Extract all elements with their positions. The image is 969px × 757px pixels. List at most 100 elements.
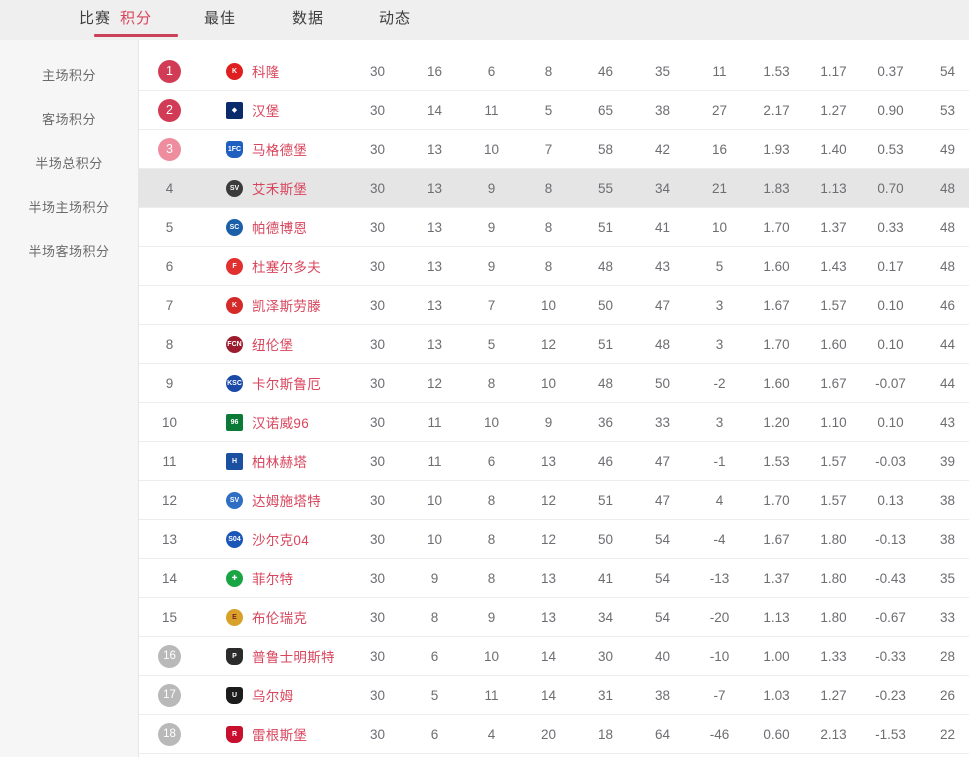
cell-gfavg: 0.60	[748, 714, 805, 754]
cell-loss: 14	[520, 675, 577, 715]
cell-loss: 13	[520, 597, 577, 637]
cell-gaavg: 1.57	[805, 441, 862, 481]
team-cell[interactable]: SV 达姆施塔特	[200, 480, 349, 520]
cell-win: 9	[406, 558, 463, 598]
cell-gdavg: -0.43	[862, 558, 919, 598]
cell-gd: -2	[691, 363, 748, 403]
rank-cell: 4	[139, 168, 200, 208]
cell-win: 13	[406, 324, 463, 364]
cell-points: 44	[919, 324, 969, 364]
team-cell[interactable]: KSC 卡尔斯鲁厄	[200, 363, 349, 403]
table-row[interactable]: 18 R 雷根斯堡 30 6 4 20 18 64 -46 0.60 2.13 -1.53 22	[139, 714, 969, 754]
cell-loss: 12	[520, 480, 577, 520]
cell-gdavg: 0.70	[862, 168, 919, 208]
tab-1[interactable]: 比赛	[60, 0, 130, 40]
team-cell[interactable]: S04 沙尔克04	[200, 519, 349, 559]
sidebar-item-4[interactable]: 半场主场积分	[0, 184, 138, 228]
sidebar-item-label: 主场积分	[41, 67, 96, 83]
team-cell[interactable]: SV 艾禾斯堡	[200, 168, 349, 208]
table-row[interactable]: 6 F 杜塞尔多夫 30 13 9 8 48 43 5 1.60 1.43 0.17 48	[139, 246, 969, 286]
table-row[interactable]: 7 K 凯泽斯劳滕 30 13 7 10 50 47 3 1.67 1.57 0.10 46	[139, 285, 969, 325]
team-cell[interactable]: P 普鲁士明斯特	[200, 636, 349, 676]
team-name: 沙尔克04	[252, 533, 310, 548]
cell-gdavg: -0.33	[862, 636, 919, 676]
team-cell[interactable]: ◆ 汉堡	[200, 90, 349, 130]
cell-draw: 10	[463, 402, 520, 442]
table-row[interactable]: 8 FCN 纽伦堡 30 13 5 12 51 48 3 1.70 1.60 0.10 44	[139, 324, 969, 364]
cell-gd: 3	[691, 285, 748, 325]
table-row[interactable]: 13 S04 沙尔克04 30 10 8 12 50 54 -4 1.67 1.80 -0.13 38	[139, 519, 969, 559]
team-cell[interactable]: F 杜塞尔多夫	[200, 246, 349, 286]
sidebar-item-3[interactable]: 半场总积分	[0, 140, 138, 184]
team-cell[interactable]: 1FC 马格德堡	[200, 129, 349, 169]
table-row[interactable]: 5 SC 帕德博恩 30 13 9 8 51 41 10 1.70 1.37 0.33 48	[139, 207, 969, 247]
cell-draw: 9	[463, 207, 520, 247]
team-cell[interactable]: K 凯泽斯劳滕	[200, 285, 349, 325]
team-cell[interactable]: 96 汉诺威96	[200, 402, 349, 442]
cell-points: 54	[919, 52, 969, 91]
cell-gdavg: 0.17	[862, 246, 919, 286]
team-cell[interactable]: E 布伦瑞克	[200, 597, 349, 637]
cell-loss: 8	[520, 168, 577, 208]
team-crest-icon: 96	[226, 413, 243, 431]
tab-4[interactable]: 数据	[268, 0, 348, 40]
cell-loss: 8	[520, 52, 577, 91]
table-row[interactable]: 15 E 布伦瑞克 30 8 9 13 34 54 -20 1.13 1.80 -0.67 33	[139, 597, 969, 637]
table-row[interactable]: 14 ✚ 菲尔特 30 9 8 13 41 54 -13 1.37 1.80 -0.43 35	[139, 558, 969, 598]
cell-points: 38	[919, 480, 969, 520]
rank-cell: 15	[139, 597, 200, 637]
team-crest-icon: ◆	[226, 101, 243, 119]
table-row[interactable]: 2 ◆ 汉堡 30 14 11 5 65 38 27 2.17 1.27 0.90 53	[139, 90, 969, 130]
cell-win: 13	[406, 207, 463, 247]
team-cell[interactable]: K 科隆	[200, 52, 349, 91]
cell-gaavg: 1.57	[805, 480, 862, 520]
sidebar-item-1[interactable]: 主场积分	[0, 52, 138, 96]
table-row[interactable]: 9 KSC 卡尔斯鲁厄 30 12 8 10 48 50 -2 1.60 1.67 -0.07 44	[139, 363, 969, 403]
cell-gfavg: 1.70	[748, 207, 805, 247]
tab-5[interactable]: 动态	[355, 0, 435, 40]
sidebar-item-2[interactable]: 客场积分	[0, 96, 138, 140]
cell-gf: 50	[577, 519, 634, 559]
tab-3[interactable]: 最佳	[180, 0, 260, 40]
cell-points: 39	[919, 441, 969, 481]
table-row[interactable]: 16 P 普鲁士明斯特 30 6 10 14 30 40 -10 1.00 1.33 -0.33 28	[139, 636, 969, 676]
cell-gfavg: 1.53	[748, 441, 805, 481]
rank-cell: 3	[139, 129, 200, 169]
cell-ga: 47	[634, 441, 691, 481]
rank-cell: 8	[139, 324, 200, 364]
cell-gd: 27	[691, 90, 748, 130]
cell-gfavg: 1.13	[748, 597, 805, 637]
cell-played: 30	[349, 363, 406, 403]
rank-cell: 13	[139, 519, 200, 559]
table-row[interactable]: 1 K 科隆 30 16 6 8 46 35 11 1.53 1.17 0.37 54	[139, 52, 969, 91]
table-row[interactable]: 11 H 柏林赫塔 30 11 6 13 46 47 -1 1.53 1.57 -0.03 39	[139, 441, 969, 481]
table-row[interactable]: 4 SV 艾禾斯堡 30 13 9 8 55 34 21 1.83 1.13 0.70 48	[139, 168, 969, 208]
team-cell[interactable]: R 雷根斯堡	[200, 714, 349, 754]
tab-2[interactable]: 积分	[94, 0, 178, 40]
cell-gd: 5	[691, 246, 748, 286]
cell-played: 30	[349, 246, 406, 286]
cell-gaavg: 1.80	[805, 558, 862, 598]
cell-gdavg: -0.23	[862, 675, 919, 715]
cell-loss: 13	[520, 441, 577, 481]
team-cell[interactable]: SC 帕德博恩	[200, 207, 349, 247]
top-tab-bar: 比赛 积分 最佳 数据 动态	[0, 0, 969, 40]
team-cell[interactable]: U 乌尔姆	[200, 675, 349, 715]
team-name: 艾禾斯堡	[252, 182, 308, 197]
cell-win: 10	[406, 480, 463, 520]
table-row[interactable]: 10 96 汉诺威96 30 11 10 9 36 33 3 1.20 1.10 0.10 43	[139, 402, 969, 442]
cell-draw: 9	[463, 246, 520, 286]
table-row[interactable]: 3 1FC 马格德堡 30 13 10 7 58 42 16 1.93 1.40 0.53 49	[139, 129, 969, 169]
rank-cell: 1	[139, 52, 200, 91]
cell-win: 6	[406, 714, 463, 754]
team-cell[interactable]: H 柏林赫塔	[200, 441, 349, 481]
team-cell[interactable]: ✚ 菲尔特	[200, 558, 349, 598]
table-row[interactable]: 17 U 乌尔姆 30 5 11 14 31 38 -7 1.03 1.27 -0.23 26	[139, 675, 969, 715]
standings-table-container[interactable]: 1 K 科隆 30 16 6 8 46 35 11 1.53 1.17 0.37 54 2 ◆ 汉堡 30 14 11…	[139, 40, 969, 757]
team-cell[interactable]: FCN 纽伦堡	[200, 324, 349, 364]
table-row[interactable]: 12 SV 达姆施塔特 30 10 8 12 51 47 4 1.70 1.57 0.13 38	[139, 480, 969, 520]
rank-number: 5	[165, 219, 174, 235]
sidebar-item-label: 半场总积分	[35, 155, 103, 171]
sidebar-item-5[interactable]: 半场客场积分	[0, 228, 138, 272]
cell-points: 48	[919, 168, 969, 208]
